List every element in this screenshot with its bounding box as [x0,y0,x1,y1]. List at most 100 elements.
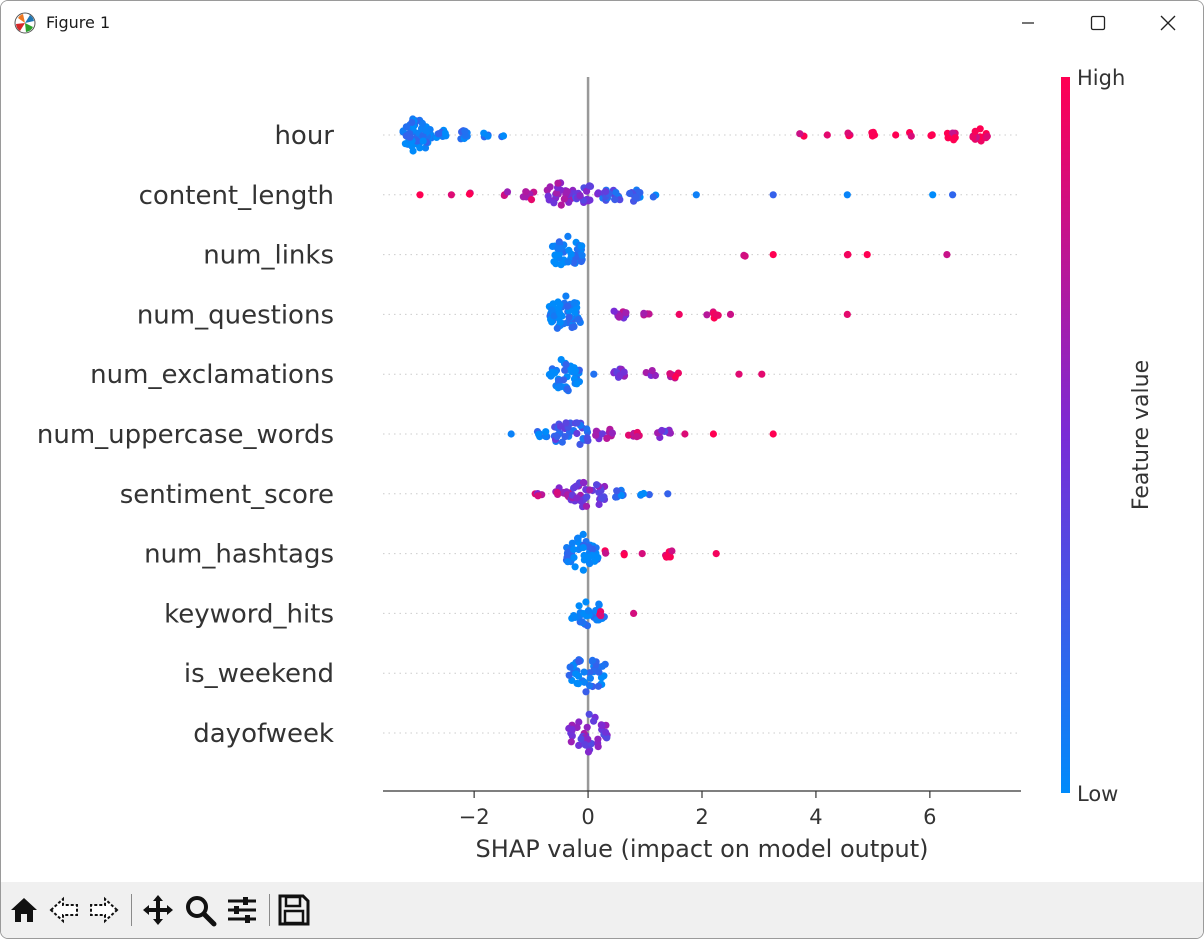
shap-point [574,315,582,323]
back-button[interactable] [45,890,83,930]
feature-label: num_questions [137,300,334,330]
shap-point [584,735,592,743]
shap-point [580,678,589,686]
shap-point [602,188,610,196]
shap-point [564,232,572,240]
shap-point [465,190,474,198]
shap-point [843,310,851,318]
save-icon [278,894,310,926]
shap-point [561,433,569,441]
shap-point [563,187,571,196]
shap-point [636,189,644,197]
feature-label: dayofweek [193,719,334,749]
shap-point [602,549,610,557]
minimize-icon [1022,22,1034,24]
shap-point [568,732,576,740]
shap-point [943,251,951,259]
shap-point [557,245,565,253]
shap-point [863,251,871,259]
shap-point [527,196,536,204]
shap-point [554,179,562,187]
shap-point [484,132,492,140]
shap-point [562,292,570,300]
shap-point [603,434,611,442]
home-button[interactable] [5,890,43,930]
shap-point [645,491,653,499]
shap-point [571,563,579,571]
shap-point [610,307,618,315]
shap-point [573,380,581,388]
shap-point [552,189,561,197]
shap-summary-chart: hour content_length num_links num_questions… [37,66,1154,863]
shap-point [741,252,749,260]
shap-point [611,196,619,204]
x-tick-label: 2 [695,805,708,829]
configure-subplots-button[interactable] [223,890,261,930]
shap-point [668,547,676,555]
maximize-button[interactable] [1063,1,1133,45]
shap-point [586,669,594,677]
shap-point [590,370,598,378]
shap-point [560,195,568,203]
shap-point [561,366,569,374]
shap-point [969,133,977,141]
shap-point [419,137,427,145]
shap-point [584,607,593,615]
shap-point [640,309,648,317]
shap-point [594,189,602,197]
shap-point [594,682,603,690]
shap-point [570,553,578,562]
shap-point [631,193,640,201]
shap-point [580,668,588,676]
pan-icon [143,895,173,925]
shap-point [769,191,777,199]
navigation-toolbar [1,882,1203,938]
x-tick-label: 4 [809,805,822,829]
save-figure-button[interactable] [275,890,313,930]
feature-label: content_length [139,181,334,211]
shap-point [613,487,621,495]
close-button[interactable] [1133,1,1203,45]
shap-point [581,741,589,749]
shap-point [578,251,586,259]
shap-point [602,728,610,736]
shap-point [630,609,638,618]
shap-point [675,310,683,318]
shap-point [583,493,591,501]
shap-point [507,430,515,438]
shap-point [416,144,424,152]
shap-point [575,657,583,666]
close-icon [1160,15,1176,31]
shap-point [570,612,578,620]
shap-point [550,199,558,207]
colorbar-title: Feature value [1129,360,1154,510]
back-arrow-icon [49,896,78,924]
shap-point [573,429,581,438]
minimize-button[interactable] [993,1,1063,45]
shap-point [703,311,711,319]
shap-point [562,361,570,369]
shap-point [617,491,626,499]
pan-button[interactable] [139,890,177,930]
feature-label: keyword_hits [164,599,334,629]
shap-point [626,189,634,198]
shap-point [421,144,430,152]
shap-point [577,735,585,743]
title-bar: Figure 1 [1,1,1203,45]
shap-point [595,500,603,509]
shap-point [597,495,606,503]
shap-point [582,688,590,696]
shap-point [594,553,602,562]
shap-point [568,539,577,547]
shap-point [567,738,575,746]
colorbar-low-label: Low [1077,782,1118,806]
shap-point [843,251,852,259]
shap-point [796,130,804,138]
shap-point [622,309,630,317]
shap-point [567,250,575,258]
forward-button[interactable] [85,890,123,930]
shap-point [971,127,979,135]
maximize-icon [1090,15,1106,31]
zoom-button[interactable] [181,890,219,930]
